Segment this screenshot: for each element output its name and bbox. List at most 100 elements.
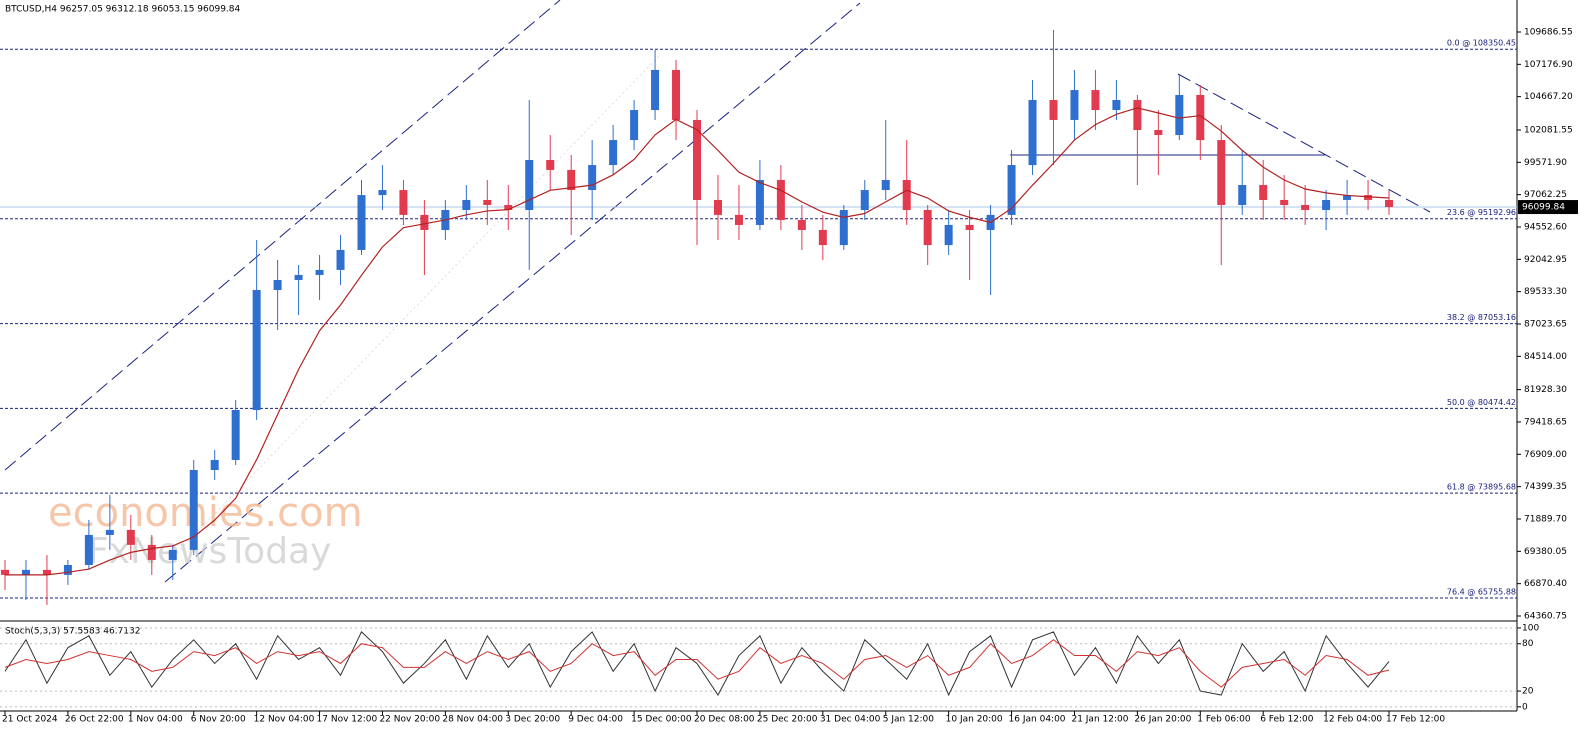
candle-body <box>839 210 848 246</box>
y-tick-label: 94552.60 <box>1524 222 1567 232</box>
candle-body <box>1259 185 1268 200</box>
y-tick-label: 92042.95 <box>1524 255 1567 265</box>
candle-body <box>1217 140 1226 205</box>
candle-body <box>965 224 974 230</box>
candle-body <box>734 214 743 225</box>
candle-body <box>504 204 513 211</box>
candle-body <box>210 459 219 471</box>
y-tick-label: 109686.55 <box>1524 27 1573 37</box>
candle-body <box>1112 99 1121 111</box>
x-tick-label: 26 Jan 20:00 <box>1134 715 1191 725</box>
candle-body <box>1154 130 1163 136</box>
candle-body <box>147 544 156 560</box>
candle-body <box>21 569 30 575</box>
candle-body <box>168 549 177 560</box>
candle-body <box>1007 165 1016 215</box>
channel-mid <box>169 54 661 561</box>
x-tick-label: 12 Feb 04:00 <box>1323 715 1382 725</box>
x-tick-label: 21 Oct 2024 <box>2 715 58 725</box>
candle-body <box>923 210 932 246</box>
y-tick-label: 20 <box>1522 687 1534 697</box>
candle-body <box>105 529 114 535</box>
y-tick-label: 97062.25 <box>1524 190 1567 200</box>
candle-body <box>944 224 953 246</box>
candle-body <box>273 279 282 291</box>
candle-body <box>1091 90 1100 111</box>
y-tick-label: 79418.65 <box>1524 417 1567 427</box>
y-tick-label: 71889.70 <box>1524 514 1567 524</box>
watermark: economies.com <box>48 490 363 536</box>
moving-average <box>5 107 1390 576</box>
candle-body <box>818 229 827 246</box>
y-tick-label: 102081.55 <box>1524 125 1573 135</box>
candle-body <box>630 110 639 141</box>
y-tick-label: 104667.20 <box>1524 92 1573 102</box>
x-tick-label: 10 Jan 20:00 <box>946 715 1003 725</box>
candle-body <box>1343 195 1352 200</box>
y-tick-label: 69380.05 <box>1524 547 1567 557</box>
x-tick-label: 16 Jan 04:00 <box>1009 715 1066 725</box>
candle-body <box>1238 185 1247 205</box>
candle-body <box>902 179 911 211</box>
candle-body <box>126 529 135 545</box>
candle-body <box>1133 99 1142 131</box>
x-tick-label: 31 Dec 04:00 <box>820 715 881 725</box>
candle-body <box>189 470 198 550</box>
candle-body <box>1 569 9 575</box>
fib-label: 38.2 @ 87053.16 <box>1447 313 1516 322</box>
x-tick-label: 9 Dec 04:00 <box>568 715 623 725</box>
trendlines <box>4 0 1431 583</box>
x-tick-label: 17 Nov 12:00 <box>317 715 378 725</box>
chart-title: BTCUSD,H4 96257.05 96312.18 96053.15 960… <box>5 5 241 15</box>
candle-body <box>755 179 764 225</box>
candle-body <box>1175 94 1184 136</box>
candle-body <box>1280 199 1289 205</box>
candle-body <box>651 69 660 111</box>
candle-body <box>420 214 429 230</box>
x-tick-label: 26 Oct 22:00 <box>65 715 124 725</box>
candle-body <box>336 249 345 270</box>
y-tick-label: 87023.65 <box>1524 319 1567 329</box>
candle-body <box>63 564 72 575</box>
x-tick-label: 20 Dec 08:00 <box>694 715 755 725</box>
y-tick-label: 100 <box>1522 623 1539 633</box>
price-box <box>1518 200 1578 215</box>
candle-body <box>693 119 702 200</box>
y-tick-label: 89533.30 <box>1524 287 1567 297</box>
x-tick-label: 12 Nov 04:00 <box>254 715 315 725</box>
candle-body <box>462 199 471 211</box>
candle-body <box>1322 199 1331 211</box>
y-tick-label: 64360.75 <box>1524 611 1567 621</box>
candle-body <box>609 140 618 166</box>
y-tick-label: 76909.00 <box>1524 450 1567 460</box>
fib-label: 61.8 @ 73895.68 <box>1447 483 1516 492</box>
x-tick-label: 15 Dec 00:00 <box>631 715 692 725</box>
y-tick-label: 81928.30 <box>1524 385 1567 395</box>
candle-body <box>860 190 869 211</box>
candle-body <box>315 269 324 275</box>
candle-body <box>797 219 806 230</box>
candle-body <box>252 290 261 410</box>
x-tick-label: 28 Nov 04:00 <box>442 715 503 725</box>
candle-body <box>546 160 555 170</box>
candle-body <box>399 190 408 215</box>
candle-body <box>776 179 785 220</box>
candle-body <box>294 274 303 280</box>
x-tick-label: 6 Nov 20:00 <box>191 715 246 725</box>
candle-body <box>357 195 366 250</box>
stoch-line <box>4 631 1390 697</box>
candle-body <box>588 165 597 191</box>
y-tick-label: 99571.90 <box>1524 158 1567 168</box>
y-tick-label: 74399.35 <box>1524 482 1567 492</box>
y-tick-label: 107176.90 <box>1524 60 1573 70</box>
candle-body <box>1070 90 1079 120</box>
y-tick-label: 66870.40 <box>1524 579 1567 589</box>
fib-label: 0.0 @ 108350.45 <box>1447 39 1516 48</box>
candle-body <box>378 190 387 196</box>
y-tick-label: 0 <box>1522 702 1528 712</box>
indicator-title: Stoch(5,3,3) 57.5583 46.7132 <box>5 627 140 637</box>
candle-body <box>1301 204 1310 211</box>
